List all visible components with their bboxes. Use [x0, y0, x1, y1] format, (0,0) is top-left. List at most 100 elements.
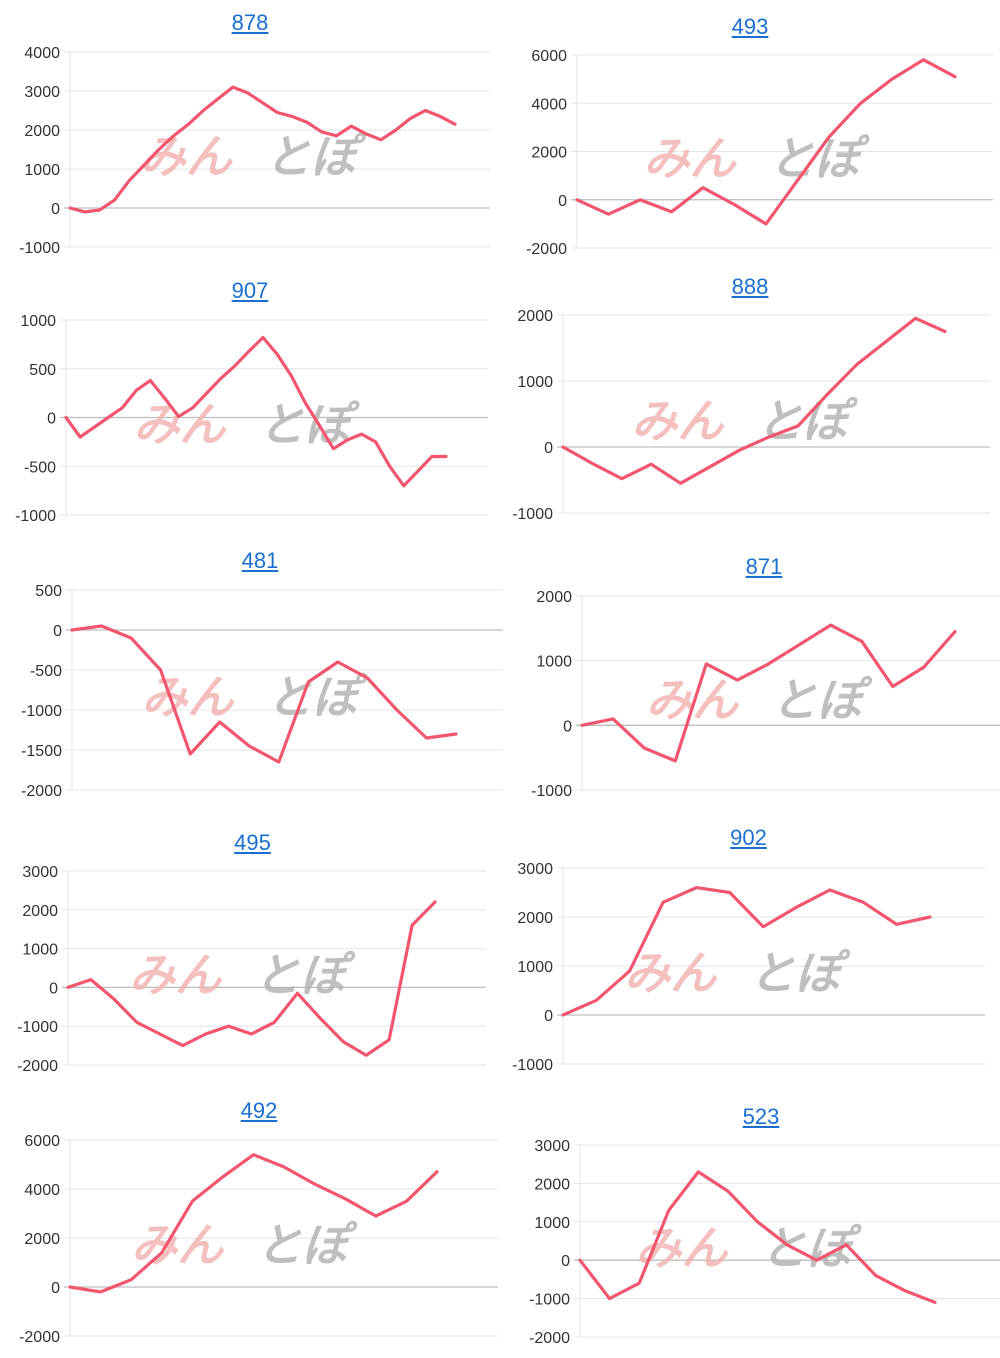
y-tick-label: -1500: [21, 743, 62, 760]
chart-title-link[interactable]: 907: [231, 278, 269, 303]
series-line: [580, 623, 957, 763]
y-tick-label: 3000: [517, 861, 553, 878]
series-line: [578, 1170, 937, 1304]
chart-title-link[interactable]: 493: [731, 14, 769, 39]
chart-panel-493: 493 6000 4000 2000 0 -2000 みん とぽ: [500, 14, 1000, 268]
y-tick-label: 4000: [531, 96, 567, 113]
series-line: [575, 58, 957, 226]
y-tick-label: -1000: [512, 1057, 553, 1074]
chart-panel-888: 888 2000 1000 0 -1000 みん とぽ: [500, 274, 1000, 533]
watermark-logo-main: みん: [140, 130, 234, 184]
watermark-logo-sub: とぽ: [254, 948, 356, 1002]
series-line: [64, 335, 448, 488]
line-chart: 500 0 -500 -1000 -1500 -2000 みん とぽ: [21, 583, 503, 800]
line-chart: 1000 500 0 -500 -1000 みん とぽ: [15, 313, 488, 525]
y-tick-label: -1000: [512, 506, 553, 523]
chart-title-link[interactable]: 481: [241, 548, 279, 573]
y-tick-label: 0: [51, 201, 60, 218]
watermark-logo-sub: とぽ: [760, 1221, 862, 1275]
y-tick-label: -1000: [15, 508, 56, 525]
y-tick-label: 0: [544, 440, 553, 457]
watermark-logo-main: みん: [631, 394, 725, 448]
series-line: [66, 900, 437, 1057]
y-tick-label: 1000: [22, 942, 58, 959]
watermark-logo-sub: とぽ: [749, 946, 851, 1000]
watermark-logo-main: みん: [643, 132, 737, 186]
chart-title-link[interactable]: 871: [745, 554, 783, 579]
line-chart: 2000 1000 0 -1000 みん とぽ: [512, 308, 990, 523]
y-tick-label: -1000: [529, 1292, 570, 1309]
y-tick-label: -1000: [531, 783, 572, 800]
y-tick-label: -2000: [526, 241, 567, 258]
chart-panel-492: 492 6000 4000 2000 0 -2000 みん とぽ: [0, 1098, 518, 1356]
y-tick-label: -2000: [21, 783, 62, 800]
y-tick-label: 0: [47, 411, 56, 428]
chart-panel-902: 902 3000 2000 1000 0 -1000 みん とぽ: [500, 825, 997, 1084]
watermark-logo-sub: とぽ: [265, 130, 367, 184]
series-line: [68, 85, 457, 214]
y-tick-label: -1000: [19, 240, 60, 257]
y-tick-label: -500: [30, 663, 62, 680]
line-chart: 3000 2000 1000 0 -1000 -2000 みん とぽ: [529, 1138, 1000, 1347]
watermark-logo-main: みん: [635, 1221, 729, 1275]
line-chart: 3000 2000 1000 0 -1000 みん とぽ: [512, 861, 985, 1074]
y-tick-label: 2000: [534, 1176, 570, 1193]
chart-title-link[interactable]: 523: [742, 1104, 780, 1129]
y-tick-label: 1000: [24, 162, 60, 179]
y-tick-label: -2000: [17, 1058, 58, 1075]
watermark-logo-sub: とぽ: [756, 394, 858, 448]
y-tick-label: -1000: [21, 703, 62, 720]
chart-title-link[interactable]: 888: [731, 274, 769, 299]
y-tick-label: 500: [29, 362, 56, 379]
y-tick-label: 2000: [22, 903, 58, 920]
y-tick-label: 1000: [536, 654, 572, 671]
y-tick-label: -500: [24, 459, 56, 476]
watermark-logo-sub: とぽ: [258, 398, 360, 452]
y-tick-label: 2000: [24, 1231, 60, 1248]
y-tick-label: 1000: [20, 313, 56, 330]
line-chart: 2000 1000 0 -1000 みん とぽ: [531, 589, 1000, 800]
series-line: [561, 885, 932, 1017]
y-tick-label: 3000: [24, 84, 60, 101]
chart-title-link[interactable]: 492: [240, 1098, 278, 1123]
y-tick-label: 0: [561, 1253, 570, 1270]
watermark-logo-sub: とぽ: [768, 132, 870, 186]
watermark-logo-sub: とぽ: [256, 1218, 358, 1272]
chart-title-link[interactable]: 902: [730, 825, 767, 850]
y-tick-label: -1000: [17, 1019, 58, 1036]
chart-panel-907: 907 1000 500 0 -500 -1000 みん とぽ: [0, 278, 500, 535]
y-tick-label: 500: [35, 583, 62, 600]
y-tick-label: 4000: [24, 45, 60, 62]
y-tick-label: 0: [49, 980, 58, 997]
chart-panel-495: 495 3000 2000 1000 0 -1000 -2000 みん とぽ: [0, 830, 505, 1085]
watermark-logo-main: みん: [646, 673, 740, 727]
y-tick-label: 3000: [534, 1138, 570, 1155]
y-tick-label: 0: [558, 193, 567, 210]
series-line: [68, 1153, 439, 1294]
chart-title-link[interactable]: 495: [234, 830, 271, 855]
y-tick-label: 0: [51, 1280, 60, 1297]
y-tick-label: 2000: [517, 910, 553, 927]
watermark-logo-main: みん: [133, 398, 227, 452]
y-tick-label: 2000: [536, 589, 572, 606]
y-tick-label: 0: [544, 1008, 553, 1025]
y-tick-label: 1000: [517, 959, 553, 976]
y-tick-label: 2000: [531, 145, 567, 162]
chart-panel-871: 871 2000 1000 0 -1000 みん とぽ: [500, 554, 1000, 810]
series-line: [561, 316, 947, 485]
watermark-logo-main: みん: [141, 670, 235, 724]
y-tick-label: 6000: [531, 48, 567, 65]
y-tick-label: 1000: [534, 1215, 570, 1232]
watermark-logo-sub: とぽ: [266, 670, 368, 724]
y-tick-label: 2000: [517, 308, 553, 325]
chart-title-link[interactable]: 878: [231, 10, 269, 35]
y-tick-label: -2000: [529, 1330, 570, 1347]
watermark-logo-main: みん: [624, 946, 718, 1000]
line-chart: 3000 2000 1000 0 -1000 -2000 みん とぽ: [17, 864, 486, 1075]
watermark-logo-sub: とぽ: [771, 673, 873, 727]
y-tick-label: 2000: [24, 123, 60, 140]
y-tick-label: 0: [563, 718, 572, 735]
watermark-logo-main: みん: [129, 948, 223, 1002]
y-tick-label: 3000: [22, 864, 58, 881]
